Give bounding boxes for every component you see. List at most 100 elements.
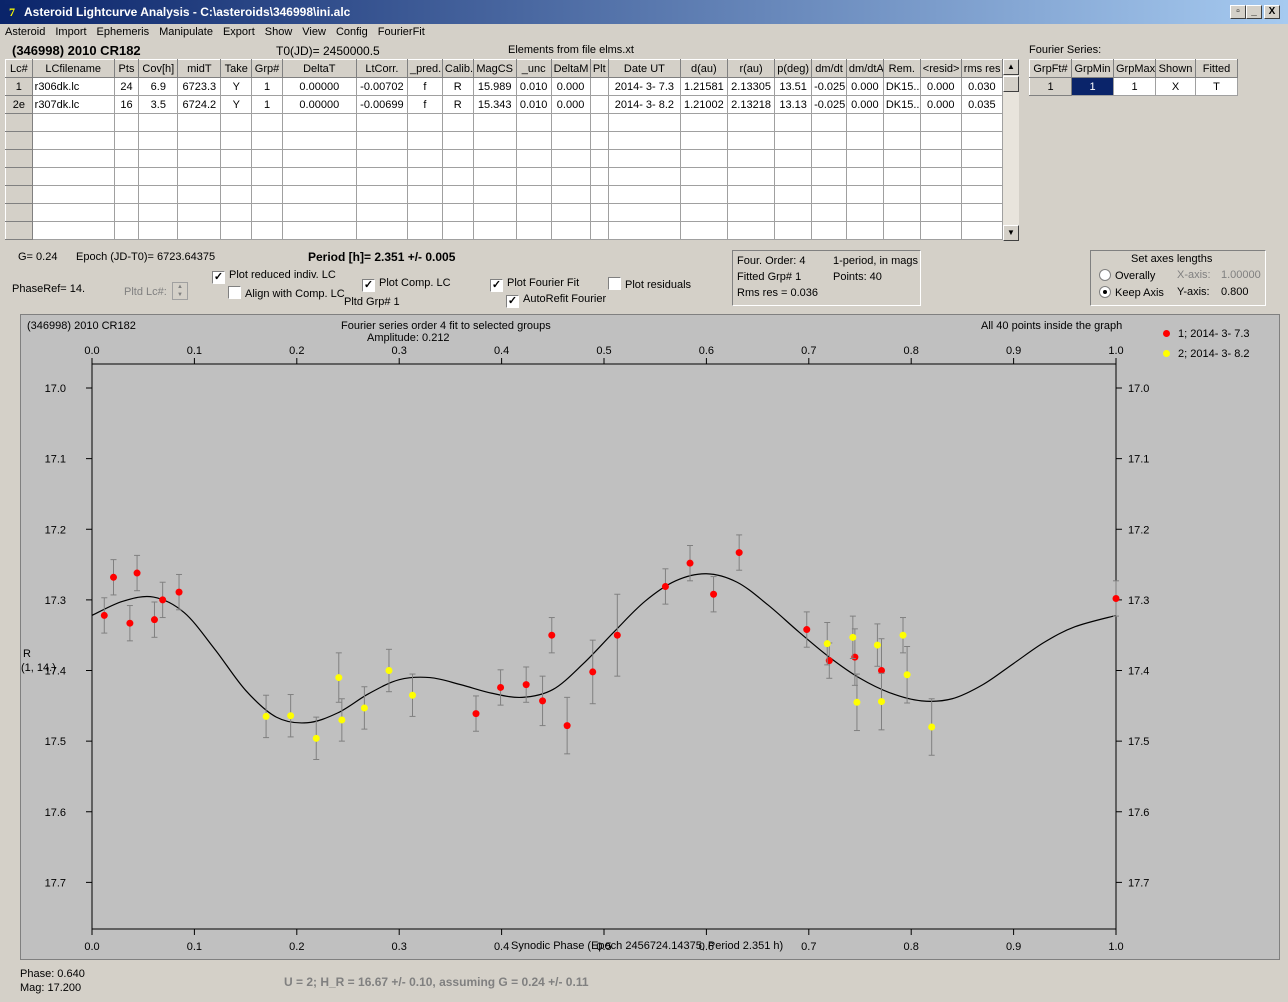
table-cell[interactable]: [220, 221, 253, 240]
table-cell[interactable]: [515, 185, 552, 204]
table-cell[interactable]: [441, 203, 474, 222]
col-header[interactable]: Rem.: [882, 59, 921, 78]
table-cell[interactable]: 0.000: [550, 77, 591, 96]
table-cell[interactable]: [845, 221, 884, 240]
minimize-button[interactable]: _: [1246, 5, 1262, 19]
table-cell[interactable]: [811, 131, 847, 150]
col-header[interactable]: midT: [177, 59, 222, 78]
col-header[interactable]: Pts: [113, 59, 140, 78]
table-cell[interactable]: 6.9: [138, 77, 179, 96]
plot-reduced-checkbox[interactable]: ✓ Plot reduced indiv. LC: [212, 269, 336, 284]
menu-show[interactable]: Show: [264, 26, 293, 38]
col-header[interactable]: MagCS: [472, 59, 517, 78]
table-cell[interactable]: [177, 221, 222, 240]
table-cell[interactable]: [515, 167, 552, 186]
table-cell[interactable]: 0.000: [550, 95, 591, 114]
table-cell[interactable]: [919, 167, 962, 186]
table-cell[interactable]: [472, 221, 517, 240]
table-cell[interactable]: 1.21581: [679, 77, 728, 96]
table-cell[interactable]: [177, 131, 222, 150]
table-cell[interactable]: [5, 131, 33, 150]
table-cell[interactable]: [177, 113, 222, 132]
table-cell[interactable]: [5, 185, 33, 204]
table-cell[interactable]: [679, 149, 728, 168]
table-cell[interactable]: [138, 185, 179, 204]
col-header[interactable]: _pred.: [407, 59, 443, 78]
table-cell[interactable]: 0.035: [960, 95, 1004, 114]
table-cell[interactable]: [550, 131, 591, 150]
table-cell[interactable]: 2e: [5, 95, 33, 114]
table-cell[interactable]: [407, 149, 443, 168]
table-cell[interactable]: [281, 113, 357, 132]
table-cell[interactable]: [407, 221, 443, 240]
table-cell[interactable]: [407, 113, 443, 132]
col-shown[interactable]: Shown: [1155, 59, 1196, 78]
table-row[interactable]: [5, 185, 1004, 204]
table-cell[interactable]: [679, 185, 728, 204]
table-cell[interactable]: [589, 113, 610, 132]
table-cell[interactable]: [472, 167, 517, 186]
table-cell[interactable]: [177, 203, 222, 222]
table-cell[interactable]: [882, 131, 921, 150]
table-cell[interactable]: 2.13305: [726, 77, 776, 96]
table-cell[interactable]: -0.00702: [355, 77, 409, 96]
align-checkbox[interactable]: Align with Comp. LC: [228, 286, 345, 300]
table-cell[interactable]: [515, 131, 552, 150]
table-cell[interactable]: [251, 221, 283, 240]
table-cell[interactable]: [726, 221, 776, 240]
table-cell[interactable]: [515, 149, 552, 168]
table-cell[interactable]: [31, 113, 115, 132]
table-cell[interactable]: [960, 221, 1004, 240]
table-cell[interactable]: [845, 131, 884, 150]
overall-radio[interactable]: Overally: [1099, 269, 1155, 282]
table-cell[interactable]: [441, 185, 474, 204]
col-header[interactable]: dm/dtA: [845, 59, 884, 78]
table-cell[interactable]: [679, 113, 728, 132]
table-row[interactable]: 2e r307dk.lc 16 3.5 6724.2 Y 1 0.00000 -0.00699 f…: [5, 95, 1004, 114]
table-row[interactable]: 1 r306dk.lc 24 6.9 6723.3 Y 1 0.00000 -0.00702 f R…: [5, 77, 1004, 96]
menu-fourierfit[interactable]: FourierFit: [377, 26, 425, 38]
table-cell[interactable]: [31, 149, 115, 168]
table-cell[interactable]: [845, 203, 884, 222]
table-cell[interactable]: [550, 221, 591, 240]
table-cell[interactable]: 13.13: [774, 95, 813, 114]
table-cell[interactable]: 1: [251, 77, 283, 96]
table-cell[interactable]: [919, 149, 962, 168]
table-cell[interactable]: [811, 185, 847, 204]
table-row[interactable]: [5, 167, 1004, 186]
table-cell[interactable]: 13.51: [774, 77, 813, 96]
table-cell[interactable]: [608, 185, 681, 204]
table-cell[interactable]: [251, 149, 283, 168]
table-row[interactable]: [5, 149, 1004, 168]
table-cell[interactable]: [441, 149, 474, 168]
table-cell[interactable]: [550, 113, 591, 132]
table-cell[interactable]: [726, 149, 776, 168]
table-cell[interactable]: [5, 221, 33, 240]
table-cell[interactable]: [251, 185, 283, 204]
table-cell[interactable]: [919, 113, 962, 132]
table-cell[interactable]: [113, 185, 140, 204]
scroll-thumb[interactable]: [1003, 76, 1019, 92]
table-cell[interactable]: 0.010: [515, 77, 552, 96]
table-cell[interactable]: r306dk.lc: [31, 77, 115, 96]
table-cell[interactable]: [960, 167, 1004, 186]
table-cell[interactable]: [138, 203, 179, 222]
col-header[interactable]: Lc#: [5, 59, 33, 78]
table-cell[interactable]: [515, 221, 552, 240]
keep-axis-radio[interactable]: Keep Axis: [1099, 286, 1164, 299]
menu-view[interactable]: View: [302, 26, 326, 38]
table-cell[interactable]: [589, 131, 610, 150]
table-cell[interactable]: [811, 113, 847, 132]
plot-residuals-checkbox[interactable]: Plot residuals: [608, 277, 691, 291]
col-grpft[interactable]: GrpFt#: [1029, 59, 1072, 78]
table-cell[interactable]: [919, 221, 962, 240]
table-cell[interactable]: 0.000: [919, 95, 962, 114]
table-cell[interactable]: [113, 203, 140, 222]
table-cell[interactable]: [138, 131, 179, 150]
table-cell[interactable]: [220, 167, 253, 186]
scroll-up-button[interactable]: ▲: [1003, 59, 1019, 75]
table-cell[interactable]: 6724.2: [177, 95, 222, 114]
restore-button[interactable]: ▫: [1230, 5, 1246, 19]
table-cell[interactable]: [960, 149, 1004, 168]
col-header[interactable]: Calib.: [441, 59, 474, 78]
